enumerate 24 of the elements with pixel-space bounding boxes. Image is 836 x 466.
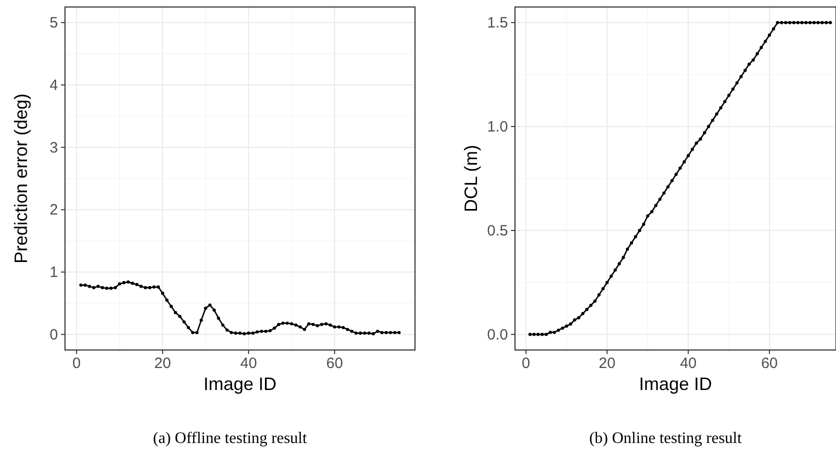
x-tick-label: 40 [680, 355, 697, 372]
y-tick-label: 0.5 [487, 222, 508, 240]
x-tick-label: 0 [72, 355, 81, 372]
y-tick-label: 0 [50, 326, 58, 344]
y-tick-label: 3 [50, 139, 58, 156]
y-tick-label: 0.0 [487, 326, 508, 344]
x-axis-title: Image ID [638, 374, 712, 394]
text: (a) Offline testing result [153, 430, 308, 447]
y-tick-label: 1.5 [487, 14, 508, 32]
x-tick-label: 60 [761, 355, 778, 372]
y-tick-label: 1 [50, 264, 58, 282]
x-tick-label: 60 [326, 355, 343, 372]
y-axis-title: DCL (m) [461, 144, 481, 212]
x-tick-label: 20 [598, 355, 616, 372]
y-tick-label: 1.0 [487, 118, 508, 136]
y-tick-label: 5 [50, 14, 58, 32]
x-tick-label: 40 [240, 355, 257, 372]
x-tick-label: 20 [154, 355, 171, 372]
x-tick-label: 0 [522, 355, 530, 372]
text: (b) Online testing result [589, 430, 742, 447]
y-axis-title: Prediction error (deg) [11, 93, 31, 264]
x-axis-title: Image ID [203, 374, 277, 394]
y-tick-label: 4 [50, 76, 58, 94]
y-tick-label: 2 [50, 202, 58, 219]
